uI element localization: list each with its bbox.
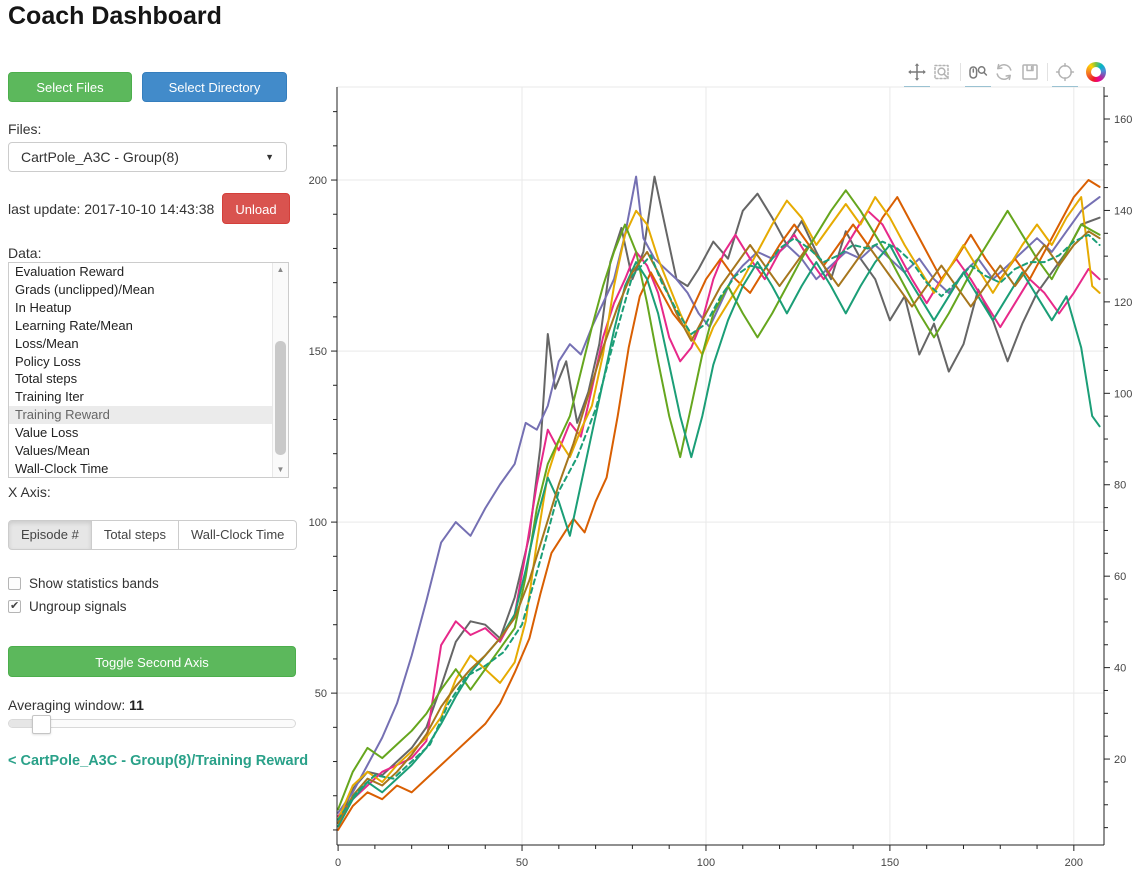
tick-label: 40 xyxy=(1114,663,1126,675)
checkbox-icon[interactable] xyxy=(8,599,21,613)
tick-label: 140 xyxy=(1114,205,1132,217)
tick-label: 0 xyxy=(335,857,341,869)
files-label: Files: xyxy=(8,121,42,137)
pan-icon xyxy=(908,62,926,81)
series-worker-6-teal xyxy=(337,244,1101,828)
axis-ticks xyxy=(331,95,1110,851)
scroll-up-icon[interactable]: ▲ xyxy=(276,265,285,274)
chart-panel: 0 50 100 150 200 50 100 150 200 20 40 60 80 100 120 140… xyxy=(300,55,1142,881)
box-zoom-icon xyxy=(934,64,949,79)
data-list-item[interactable]: Training Reward xyxy=(9,406,288,425)
data-list-item[interactable]: Loss/Mean xyxy=(15,335,79,351)
box-zoom-tool-button[interactable] xyxy=(930,58,956,89)
series-worker-2-magenta xyxy=(337,209,1101,818)
tick-label: 100 xyxy=(1114,388,1132,400)
save-icon xyxy=(1022,63,1038,80)
data-list-item[interactable]: Value Loss xyxy=(15,425,79,441)
chevron-down-icon: ▼ xyxy=(265,152,274,162)
reset-icon xyxy=(996,63,1012,80)
toggle-second-axis-button[interactable]: Toggle Second Axis xyxy=(8,646,296,677)
data-list-item[interactable]: In Heatup xyxy=(15,299,72,315)
gridlines xyxy=(337,87,1104,845)
averaging-window-value: 11 xyxy=(129,697,144,713)
checkbox-show-statistics-bands[interactable]: Show statistics bands xyxy=(8,576,159,592)
data-list-item[interactable]: Grads (unclipped)/Mean xyxy=(15,281,155,297)
series-worker-0-gray xyxy=(337,175,1101,825)
data-list: Evaluation Reward Grads (unclipped)/Mean I… xyxy=(8,262,289,478)
slider-handle[interactable] xyxy=(32,715,51,734)
unload-button[interactable]: Unload xyxy=(222,193,290,224)
tick-label: 20 xyxy=(1114,754,1126,766)
plot-svg: 0 50 100 150 200 50 100 150 200 20 40 60 80 100 120 140… xyxy=(309,86,1133,869)
data-list-item[interactable]: Values/Mean xyxy=(15,443,90,459)
tick-label: 120 xyxy=(1114,297,1132,309)
data-list-item[interactable]: Training Iter xyxy=(15,389,84,405)
breadcrumb[interactable]: < CartPole_A3C - Group(8)/Training Rewar… xyxy=(8,753,309,769)
data-label: Data: xyxy=(8,245,42,261)
tick-label: 60 xyxy=(1114,571,1126,583)
tick-label: 80 xyxy=(1114,480,1126,492)
tick-label: 100 xyxy=(697,857,715,869)
tick-label: 160 xyxy=(1114,114,1132,126)
series-mean-training-reward xyxy=(337,233,1101,821)
files-select[interactable]: CartPole_A3C - Group(8) ▼ xyxy=(8,142,287,172)
scroll-down-icon[interactable]: ▼ xyxy=(276,465,285,474)
series-worker-7-brown xyxy=(337,230,1101,825)
series-lines xyxy=(337,175,1101,831)
data-list-item[interactable]: Wall-Clock Time xyxy=(15,460,109,476)
last-update-label: last update: 2017-10-10 14:43:38 xyxy=(8,201,215,217)
select-files-button[interactable]: Select Files xyxy=(8,72,132,102)
toolbar-separator xyxy=(1047,62,1048,81)
bokeh-logo[interactable] xyxy=(1086,61,1106,82)
reset-tool-button[interactable] xyxy=(991,58,1017,89)
data-list-item[interactable]: Evaluation Reward xyxy=(15,264,125,279)
tick-label: 150 xyxy=(309,346,327,358)
checkbox-icon[interactable] xyxy=(8,577,21,590)
slider-fill xyxy=(9,720,36,727)
checkbox-ungroup-signals[interactable]: Ungroup signals xyxy=(8,599,127,615)
series-worker-5-green xyxy=(337,189,1101,811)
checkbox-label: Ungroup signals xyxy=(29,599,127,614)
checkbox-label: Show statistics bands xyxy=(29,576,159,591)
select-directory-button[interactable]: Select Directory xyxy=(142,72,287,102)
scroll-thumb[interactable] xyxy=(275,341,286,455)
averaging-window-label: Averaging window: xyxy=(8,697,126,713)
tick-label: 50 xyxy=(516,857,528,869)
tick-label: 50 xyxy=(315,688,327,700)
x-axis-option-wall-clock-time[interactable]: Wall-Clock Time xyxy=(178,520,298,550)
save-tool-button[interactable] xyxy=(1017,58,1043,89)
x-axis-option-total-steps[interactable]: Total steps xyxy=(91,520,179,550)
tick-label: 150 xyxy=(881,857,899,869)
averaging-window-slider[interactable] xyxy=(8,715,296,734)
sidebar: Select Files Select Directory Files: Car… xyxy=(8,0,308,881)
data-list-items: Evaluation Reward Grads (unclipped)/Mean I… xyxy=(9,263,288,477)
data-list-item[interactable]: Learning Rate/Mean xyxy=(15,317,133,333)
axis-tick-labels: 0 50 100 150 200 50 100 150 200 20 40 60 80 100 120 140… xyxy=(309,114,1133,869)
hover-icon xyxy=(1055,62,1075,81)
page-title: Coach Dashboard xyxy=(8,2,222,30)
averaging-window-row: Averaging window: 11 xyxy=(8,697,144,713)
x-axis-option-episode-[interactable]: Episode # xyxy=(8,520,92,550)
toolbar-separator xyxy=(960,62,961,81)
tick-label: 200 xyxy=(309,175,327,187)
x-axis-label: X Axis: xyxy=(8,484,51,500)
tick-label: 200 xyxy=(1065,857,1083,869)
data-list-item[interactable]: Policy Loss xyxy=(15,353,81,369)
data-list-item[interactable]: Total steps xyxy=(15,371,78,387)
wheel-zoom-icon xyxy=(969,65,988,79)
tick-label: 100 xyxy=(309,517,327,529)
plot-area[interactable] xyxy=(337,87,1104,845)
data-list-scrollbar[interactable]: ▲ ▼ xyxy=(272,263,288,477)
files-select-value: CartPole_A3C - Group(8) xyxy=(21,149,179,165)
x-axis-button-group: Episode # Total steps Wall-Clock Time xyxy=(8,520,298,550)
series-worker-3-orange xyxy=(337,179,1101,831)
axes xyxy=(336,87,1105,846)
